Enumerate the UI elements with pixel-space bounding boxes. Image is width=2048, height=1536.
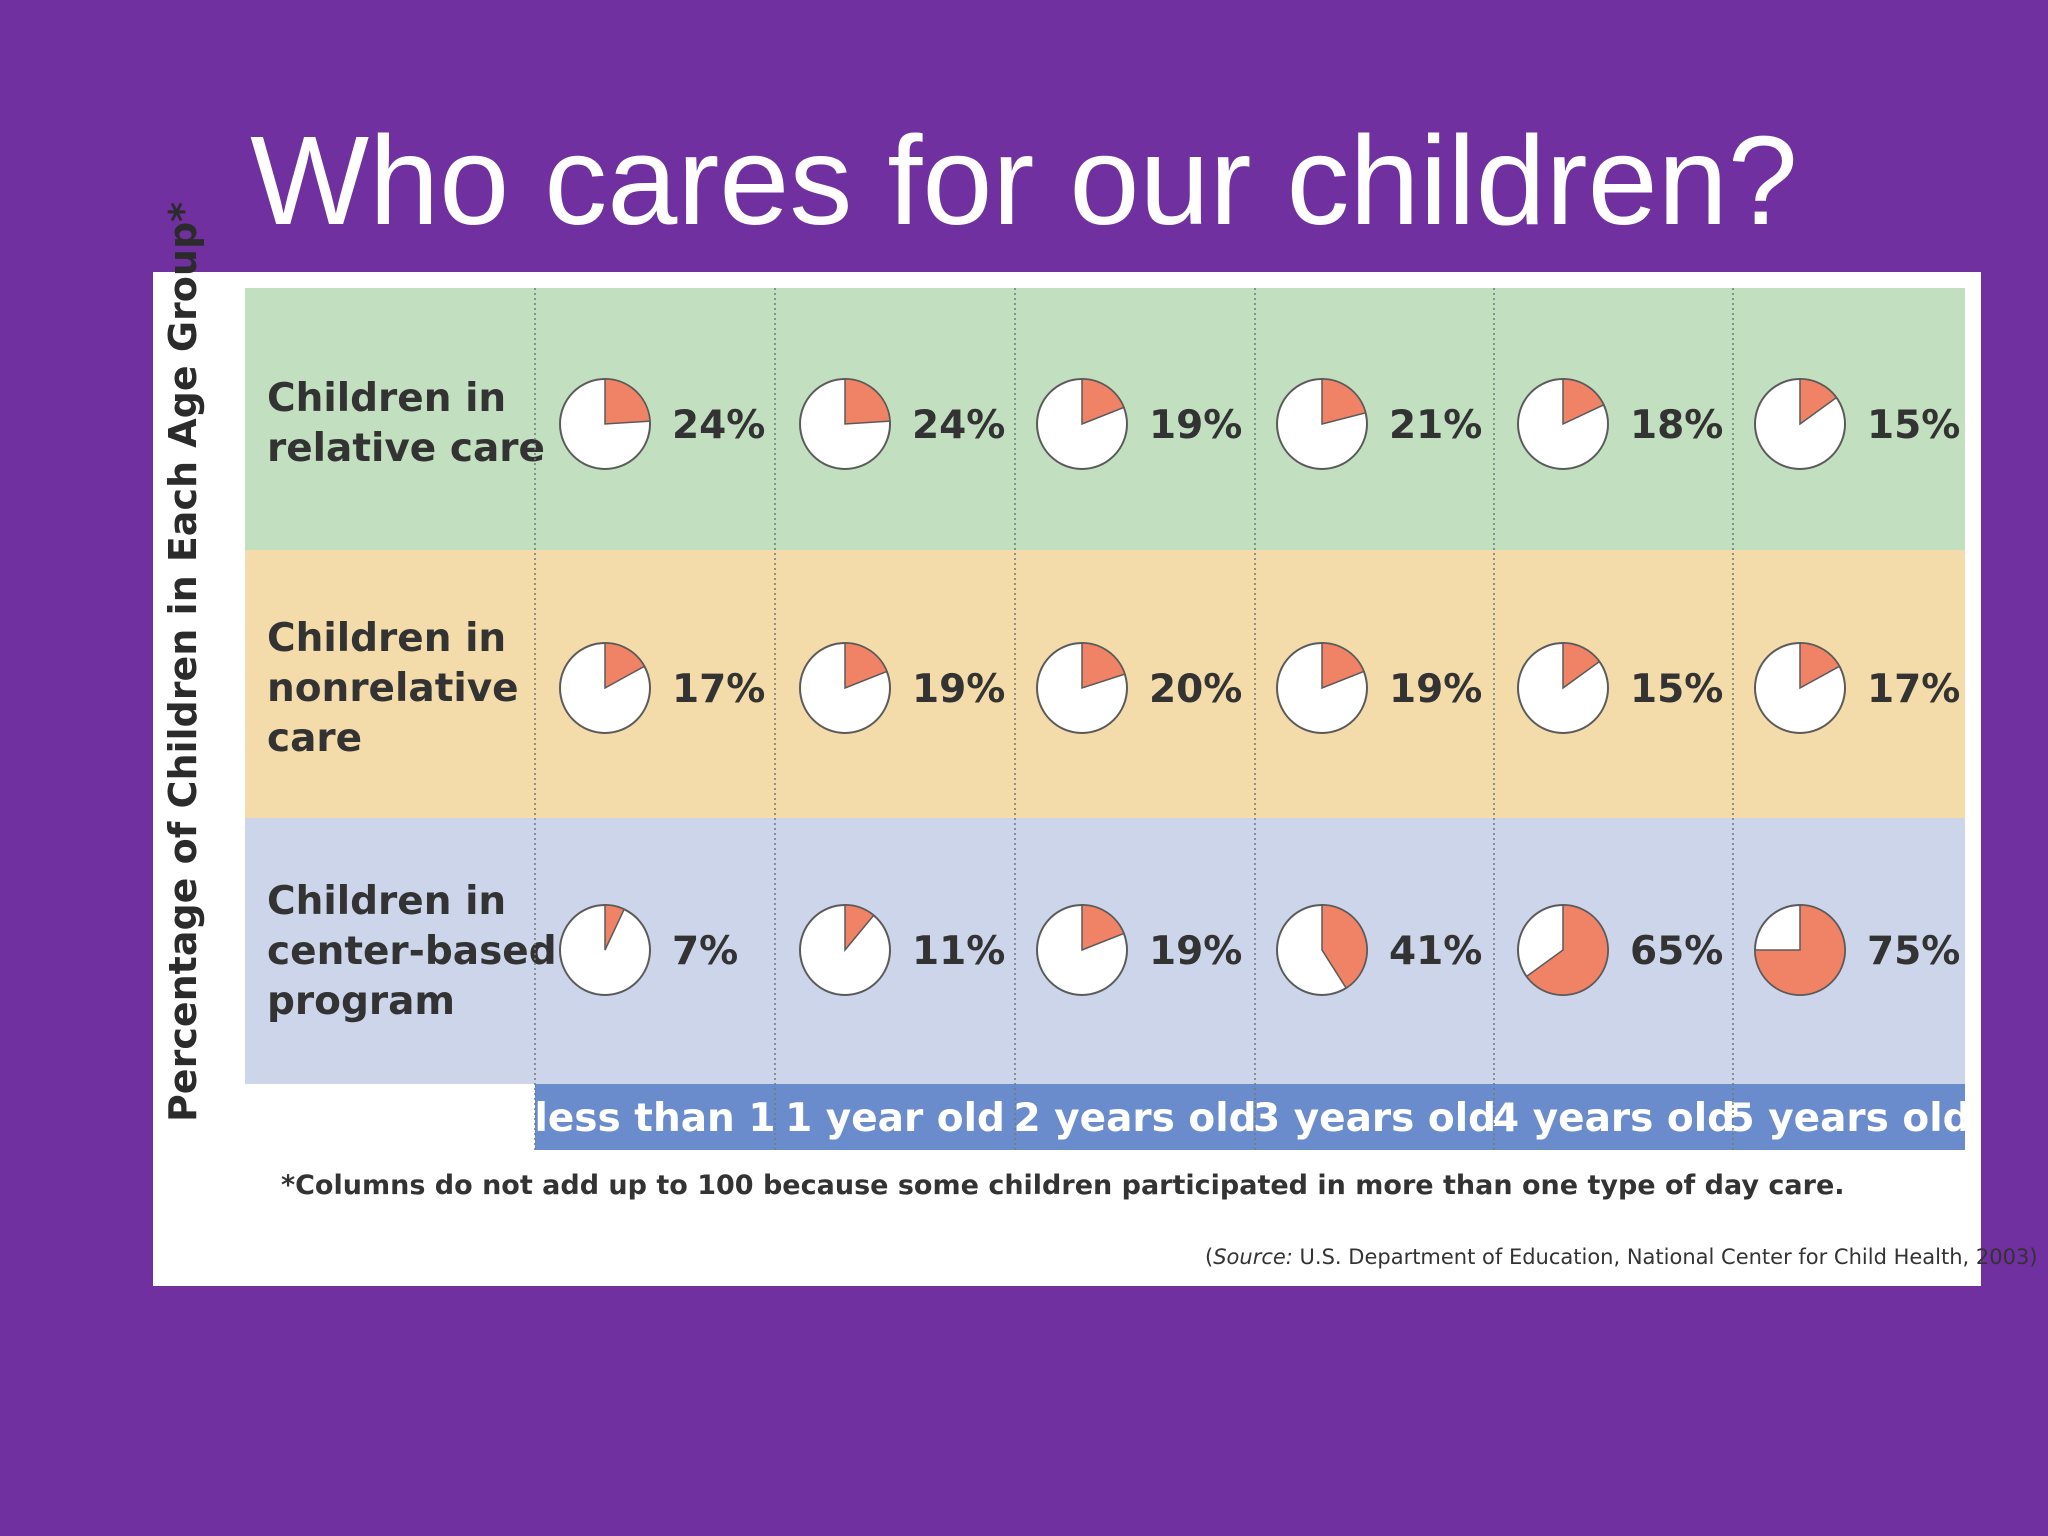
pie-slice: [604, 642, 646, 690]
pie-slice: [1799, 378, 1838, 426]
row-label-line: center-based: [267, 929, 557, 974]
x-tick-label: 3 years old: [1253, 1096, 1496, 1141]
data-label: 19%: [1389, 667, 1482, 712]
x-tick-label: 5 years old: [1727, 1096, 1970, 1141]
data-label: 19%: [912, 667, 1005, 712]
pie-slice: [1081, 642, 1126, 690]
pie-slice: [1321, 904, 1368, 990]
data-label: 19%: [1149, 929, 1242, 974]
row-label-nonrelative: Children in nonrelative care: [267, 614, 519, 764]
data-label: 75%: [1867, 929, 1960, 974]
data-label: 19%: [1149, 403, 1242, 448]
x-tick-label: less than 1: [534, 1096, 775, 1141]
pie-slice: [1562, 378, 1605, 426]
data-label: 11%: [912, 929, 1005, 974]
pie-slice: [1081, 904, 1125, 952]
data-label: 7%: [672, 929, 738, 974]
source-text: U.S. Department of Education, National C…: [1292, 1245, 2038, 1269]
data-label: 24%: [912, 403, 1005, 448]
pie-slice: [604, 378, 651, 425]
source-open-paren: (: [1205, 1245, 1214, 1269]
pie-slice: [1562, 642, 1601, 690]
row-label-line: relative care: [267, 426, 545, 471]
source-citation: (Source: U.S. Department of Education, N…: [1205, 1245, 2038, 1269]
footnote: *Columns do not add up to 100 because so…: [281, 1170, 1845, 1201]
data-label: 21%: [1389, 403, 1482, 448]
data-label: 15%: [1630, 667, 1723, 712]
data-label: 24%: [672, 403, 765, 448]
source-label: Source:: [1213, 1245, 1293, 1269]
slide-title: Who cares for our children?: [250, 110, 1798, 251]
row-label-line: Children in: [267, 879, 507, 924]
x-tick-label: 1 year old: [785, 1096, 1005, 1141]
pie-slice: [844, 642, 888, 690]
row-label-line: program: [267, 979, 456, 1024]
pie-slice: [844, 378, 891, 425]
pie-slice: [1321, 642, 1365, 690]
row-label-line: Children in: [267, 616, 507, 661]
data-label: 18%: [1630, 403, 1723, 448]
row-label-line: care: [267, 716, 363, 761]
pie-slice: [1081, 378, 1125, 426]
pie-slice: [1525, 904, 1609, 996]
row-label-center-based: Children in center-based program: [267, 877, 557, 1027]
x-tick-label: 2 years old: [1013, 1096, 1256, 1141]
data-label: 65%: [1630, 929, 1723, 974]
data-label: 20%: [1149, 667, 1242, 712]
data-label: 17%: [1867, 667, 1960, 712]
x-tick-label: 4 years old: [1492, 1096, 1735, 1141]
pie-slice: [1799, 642, 1841, 690]
data-label: 17%: [672, 667, 765, 712]
row-label-line: Children in: [267, 376, 507, 421]
data-label: 41%: [1389, 929, 1482, 974]
data-label: 15%: [1867, 403, 1960, 448]
pie-slice: [1754, 904, 1846, 996]
row-label-line: nonrelative: [267, 666, 519, 711]
row-label-relative: Children in relative care: [267, 374, 545, 474]
age-header-bar: [535, 1084, 1965, 1150]
pie-slice: [844, 904, 875, 953]
pie-slice: [604, 904, 626, 951]
pie-slice: [1321, 378, 1367, 425]
